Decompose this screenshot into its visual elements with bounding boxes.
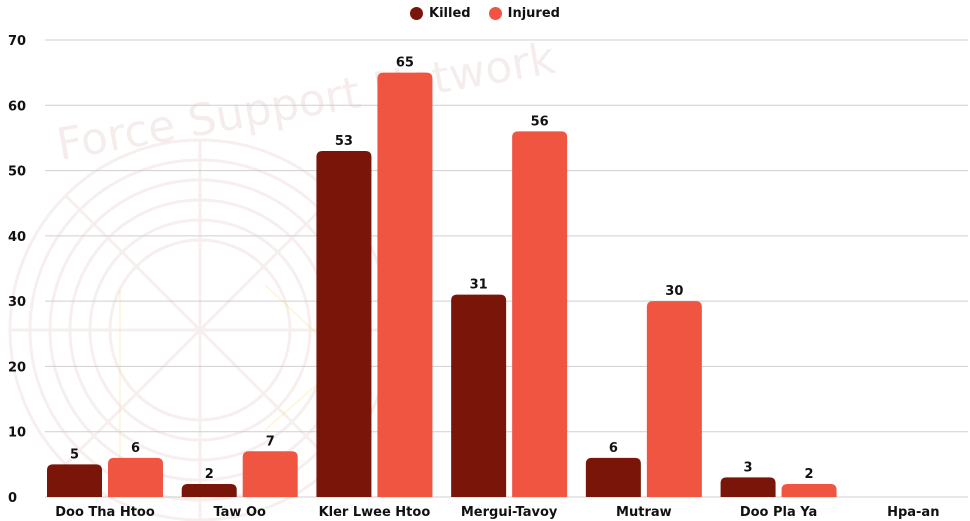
y-tick-label-50: 50	[8, 165, 26, 180]
data-label-injured-3: 56	[531, 114, 549, 129]
data-label-killed-4: 6	[609, 441, 618, 456]
y-tick-label-0: 0	[8, 491, 17, 506]
data-label-injured-2: 65	[396, 56, 414, 71]
x-tick-label-2: Kler Lwee Htoo	[319, 505, 431, 520]
data-label-injured-0: 6	[131, 441, 140, 456]
bar-injured-2	[377, 72, 433, 498]
bar-killed-2	[316, 150, 372, 497]
bar-injured-4	[646, 301, 702, 497]
x-tick-label-0: Doo Tha Htoo	[55, 505, 155, 520]
data-label-killed-1: 2	[205, 467, 214, 482]
legend-swatch-injured	[488, 7, 502, 20]
data-label-injured-5: 2	[805, 467, 814, 482]
x-tick-label-1: Taw Oo	[213, 505, 266, 520]
bar-killed-4	[585, 457, 641, 497]
data-label-killed-5: 3	[744, 460, 753, 475]
x-tick-label-4: Mutraw	[616, 505, 672, 520]
legend-label-injured: Injured	[507, 6, 560, 21]
data-label-killed-3: 31	[470, 278, 488, 293]
y-tick-label-30: 30	[8, 295, 26, 310]
data-label-injured-1: 7	[266, 434, 275, 449]
x-tick-label-6: Hpa-an	[887, 505, 939, 520]
y-tick-label-60: 60	[8, 99, 26, 114]
y-tick-label-10: 10	[8, 426, 26, 441]
y-tick-label-70: 70	[8, 34, 26, 49]
chart-legend: Killed Injured	[0, 6, 970, 21]
data-label-killed-2: 53	[335, 134, 353, 149]
legend-label-killed: Killed	[429, 6, 471, 21]
y-tick-label-20: 20	[8, 360, 26, 375]
data-label-injured-4: 30	[665, 284, 683, 299]
x-tick-label-5: Doo Pla Ya	[740, 505, 817, 520]
bar-injured-5	[781, 483, 837, 497]
bar-injured-3	[512, 131, 568, 497]
legend-item-injured: Injured	[488, 6, 560, 21]
x-tick-label-3: Mergui-Tavoy	[461, 505, 558, 520]
bar-killed-0	[47, 464, 102, 497]
bar-injured-1	[242, 451, 298, 497]
bar-injured-0	[108, 457, 163, 497]
bar-killed-3	[451, 294, 507, 497]
data-label-killed-0: 5	[70, 447, 79, 462]
bar-killed-1	[181, 483, 237, 497]
bar-killed-5	[720, 477, 776, 497]
legend-swatch-killed	[410, 7, 424, 20]
y-tick-label-40: 40	[8, 230, 26, 245]
legend-item-killed: Killed	[410, 6, 471, 21]
